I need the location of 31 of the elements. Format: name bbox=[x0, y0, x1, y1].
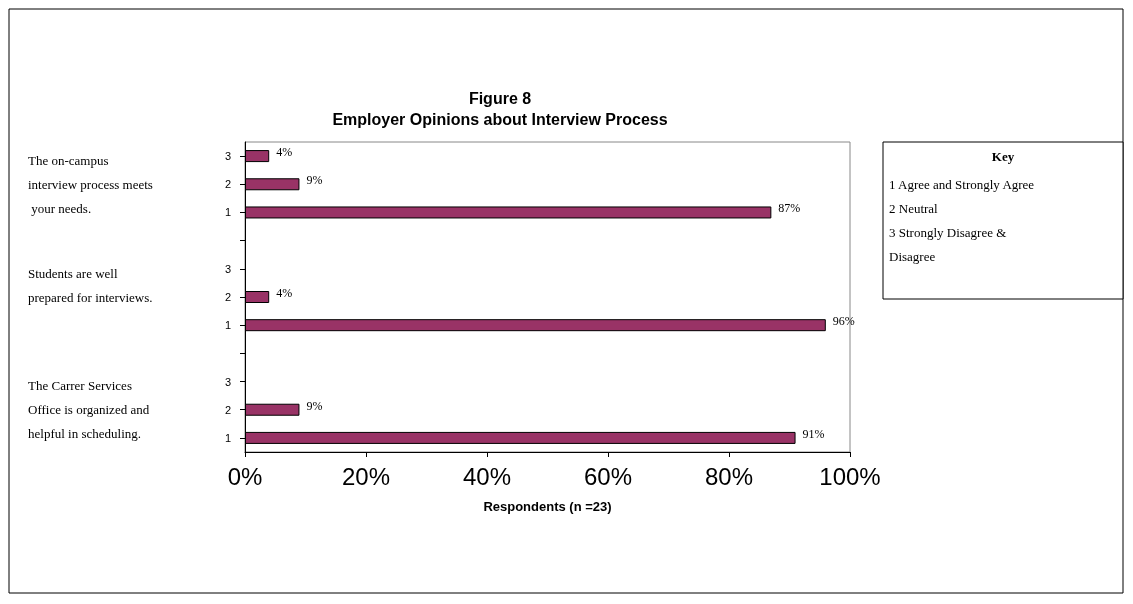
y-tick-label: 3 bbox=[224, 375, 231, 388]
x-tick-label: 80% bbox=[704, 462, 754, 490]
x-tick-label: 60% bbox=[583, 462, 633, 490]
text: 2 Neutral bbox=[889, 200, 939, 216]
x-tick-label: 100% bbox=[819, 462, 881, 490]
x-axis-title: Respondents (n =23) bbox=[483, 499, 612, 514]
data-label: 91% bbox=[802, 426, 825, 441]
text: Key bbox=[991, 149, 1015, 164]
data-label: 96% bbox=[832, 314, 855, 329]
y-tick-label: 2 bbox=[224, 178, 231, 191]
y-tick-label: 3 bbox=[224, 262, 231, 275]
data-label: 9% bbox=[306, 173, 323, 188]
text: 1 Agree and Strongly Agree bbox=[889, 176, 1035, 192]
data-label: 4% bbox=[276, 145, 293, 160]
y-tick-label: 1 bbox=[224, 206, 231, 219]
y-tick-label: 1 bbox=[224, 319, 231, 332]
y-tick-label: 2 bbox=[224, 403, 231, 416]
x-tick-label: 40% bbox=[462, 462, 512, 490]
text: The on-campus interview process meets your needs. bbox=[28, 152, 153, 216]
text: The Carrer Services Office is organized and helpful in scheduling. bbox=[28, 378, 153, 442]
x-tick-label: 0% bbox=[227, 462, 263, 490]
data-label: 4% bbox=[276, 286, 293, 300]
text: 3 Strongly Disagree & Disagree bbox=[889, 224, 1010, 264]
text: Students are well prepared for interviews. bbox=[28, 265, 153, 305]
y-tick-label: 3 bbox=[224, 150, 231, 163]
chart-title: Figure 8 Employer Opinions about Interview Process bbox=[332, 90, 668, 128]
data-label: 9% bbox=[306, 398, 323, 413]
data-label: 87% bbox=[778, 201, 801, 216]
y-tick-label: 2 bbox=[224, 291, 231, 303]
x-tick-label: 20% bbox=[341, 462, 391, 490]
y-tick-label: 1 bbox=[224, 431, 231, 444]
